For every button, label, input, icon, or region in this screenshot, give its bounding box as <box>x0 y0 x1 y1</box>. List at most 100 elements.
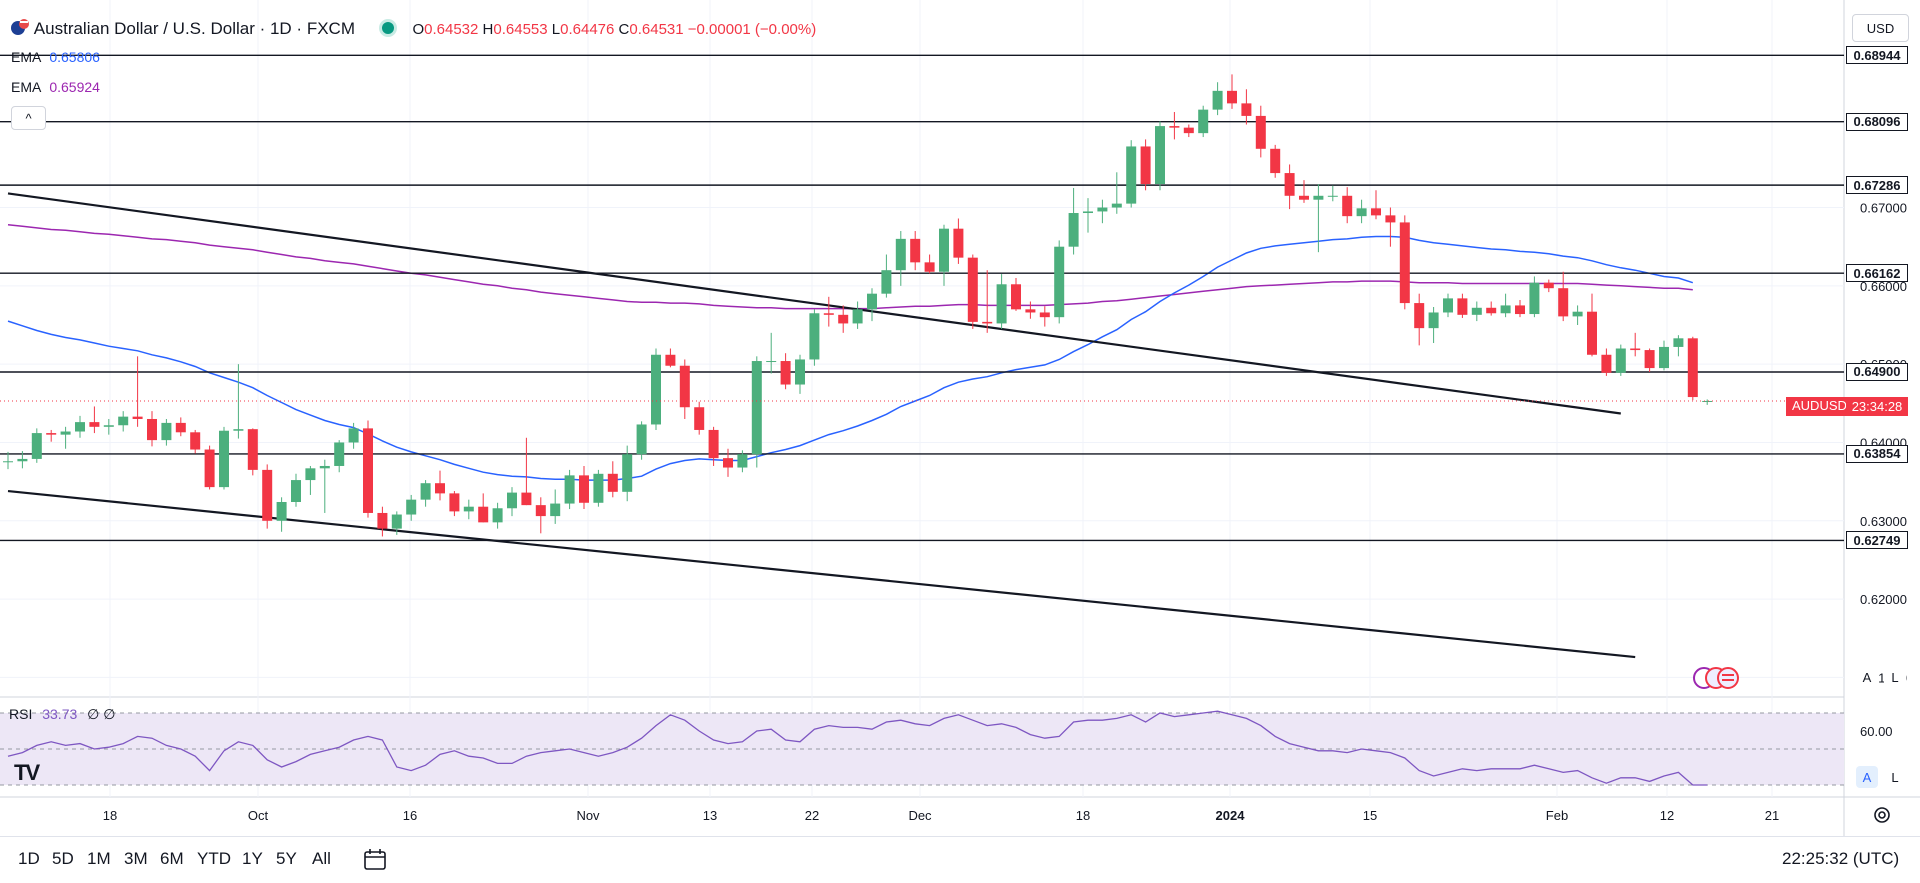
candle-body <box>334 442 345 466</box>
candle-body <box>1687 338 1698 398</box>
ema-fast-legend[interactable]: EMA 0.65806 <box>11 49 100 65</box>
tradingview-logo[interactable]: TV <box>14 760 40 786</box>
candle-body <box>636 424 647 455</box>
time-axis-label: 13 <box>703 808 717 823</box>
candle-body <box>103 425 114 427</box>
timeframe-button-1d[interactable]: 1D <box>18 849 40 868</box>
candle-body <box>1025 309 1036 313</box>
candle-body <box>507 492 517 509</box>
ema-fast-value: 0.65806 <box>49 49 100 65</box>
rsi-log-label: L <box>1891 769 1899 785</box>
candle-body <box>291 480 301 502</box>
timeframe-button-1y[interactable]: 1Y <box>242 849 263 868</box>
level-price-tag: 0.64900 <box>1846 362 1908 381</box>
timeframe-button-5y[interactable]: 5Y <box>276 849 297 868</box>
candle-body <box>795 359 805 385</box>
candle-body <box>463 506 474 512</box>
candle-body <box>665 354 676 366</box>
candle-body <box>1126 146 1137 204</box>
candle-body <box>305 468 316 481</box>
timeframe-button-ytd[interactable]: YTD <box>197 849 231 868</box>
settings-gear-icon[interactable] <box>1872 805 1892 830</box>
candle-body <box>1543 282 1554 289</box>
time-axis-label: Feb <box>1546 808 1568 823</box>
candle-body <box>1140 146 1151 185</box>
ema-slow-legend[interactable]: EMA 0.65924 <box>11 79 100 95</box>
currency-label: USD <box>1866 20 1895 36</box>
candle-body <box>1428 312 1439 329</box>
date-range-icon[interactable] <box>362 846 388 877</box>
candle-body <box>1241 103 1252 116</box>
candle-body <box>1702 400 1713 402</box>
collapse-legend-button[interactable]: ^ <box>11 106 46 130</box>
candle-body <box>1054 246 1065 318</box>
candle-body <box>31 433 42 459</box>
candle-body <box>1443 298 1453 313</box>
candle-body <box>1500 305 1511 314</box>
candle-body <box>132 416 143 419</box>
candle-body <box>1299 195 1309 200</box>
rsi-auto-button[interactable]: A <box>1856 766 1878 788</box>
countdown-value: 23:34:28 <box>1851 399 1903 414</box>
price-axis-label: 0.62000 <box>1860 592 1907 607</box>
candle-body <box>694 407 705 430</box>
ema-slow-value: 0.65924 <box>49 79 100 95</box>
candle-body <box>751 361 762 455</box>
rsi-extra: ∅ ∅ <box>87 706 116 722</box>
candle-body <box>1227 90 1237 104</box>
candle-body <box>651 354 661 425</box>
rsi-auto-label: A <box>1862 769 1872 785</box>
rsi-legend[interactable]: RSI 33.73 ∅ ∅ <box>9 706 115 723</box>
time-axis-label: 18 <box>103 808 117 823</box>
chart-header: Australian Dollar / U.S. Dollar · 1D · F… <box>10 18 816 39</box>
trendline <box>7 489 1636 659</box>
candle-body <box>1039 312 1050 318</box>
time-axis-label: 21 <box>1765 808 1779 823</box>
rsi-name: RSI <box>9 706 33 722</box>
candle-body <box>1313 195 1324 200</box>
candle-body <box>708 429 719 459</box>
event-icons[interactable] <box>1692 665 1742 696</box>
candle-body <box>1342 195 1353 217</box>
candle-body <box>1198 109 1209 134</box>
candle-body <box>247 429 258 470</box>
utc-clock[interactable]: 22:25:32 (UTC) <box>1782 849 1900 868</box>
candle-body <box>939 228 949 272</box>
ema-fast-name: EMA <box>11 49 42 65</box>
candle-body <box>1111 203 1122 208</box>
timeframe-button-3m[interactable]: 3M <box>124 849 148 868</box>
timeframe-button-6m[interactable]: 6M <box>160 849 184 868</box>
countdown-tag: 23:34:28 <box>1846 397 1908 416</box>
rsi-line <box>7 710 1708 786</box>
rsi-value: 33.73 <box>42 706 78 722</box>
symbol-title[interactable]: Australian Dollar / U.S. Dollar · 1D · F… <box>33 19 355 38</box>
candle-body <box>204 449 215 488</box>
timeframe-button-5d[interactable]: 5D <box>52 849 74 868</box>
candle-body <box>982 321 993 324</box>
candle-body <box>1169 126 1180 128</box>
time-axis-label: 2024 <box>1216 808 1246 823</box>
candle-body <box>1630 348 1641 351</box>
candle-body <box>363 428 373 513</box>
candle-body <box>1587 311 1597 355</box>
candle-body <box>1327 195 1338 197</box>
candle-body <box>1183 127 1194 134</box>
timeframe-button-all[interactable]: All <box>312 849 331 868</box>
log-scale-button[interactable]: L <box>1884 666 1906 688</box>
rsi-log-button[interactable]: L <box>1884 766 1906 788</box>
candle-body <box>1457 298 1468 315</box>
high-value: 0.64553 <box>493 21 548 38</box>
ema-slow-line <box>7 224 1693 310</box>
candle-body <box>233 429 244 431</box>
timeframe-button-1m[interactable]: 1M <box>87 849 111 868</box>
candle-body <box>1399 222 1410 304</box>
candle-body <box>377 512 388 529</box>
candle-body <box>622 454 633 492</box>
auto-scale-button[interactable]: A <box>1856 666 1878 688</box>
candle-body <box>1371 208 1381 216</box>
candle-body <box>535 505 546 517</box>
candle-body <box>737 454 748 468</box>
time-axis-label: Nov <box>576 808 600 823</box>
currency-select[interactable]: USD <box>1852 14 1909 42</box>
